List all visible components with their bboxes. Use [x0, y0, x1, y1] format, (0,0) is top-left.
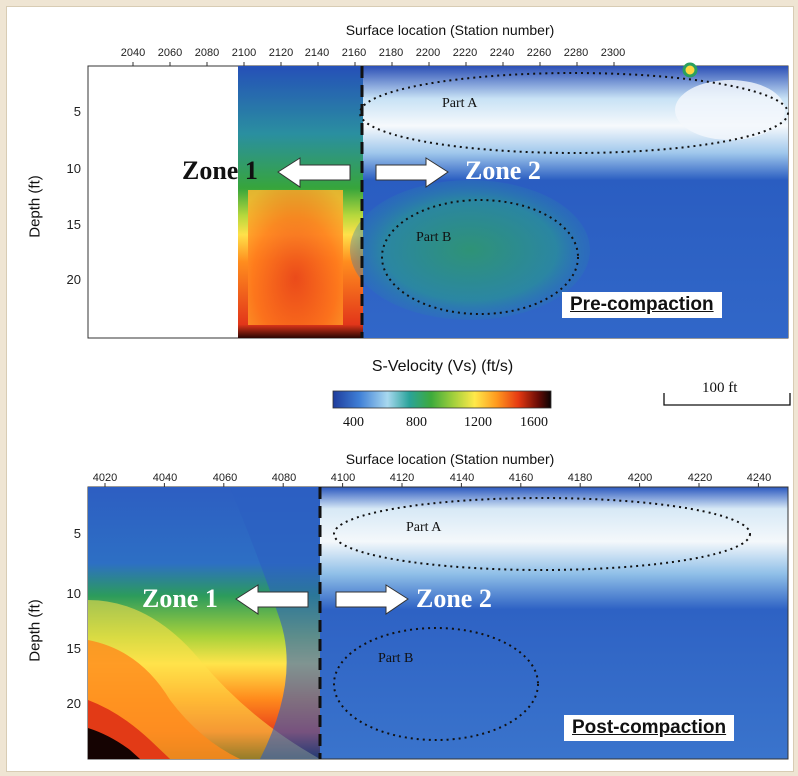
colorbar-tick: 800 [406, 415, 427, 430]
top-zone-2-label: Zone 2 [465, 156, 541, 185]
bottom-x-tick: 4120 [389, 472, 415, 484]
bottom-x-tick: 4080 [271, 472, 297, 484]
bottom-zone-2-label: Zone 2 [416, 584, 492, 613]
top-x-tick: 2080 [194, 47, 220, 59]
top-y-tick: 15 [66, 217, 81, 232]
bottom-x-tick: 4200 [627, 472, 653, 484]
bottom-y-tick: 20 [66, 696, 81, 711]
bottom-y-axis-title: Depth (ft) [26, 599, 44, 662]
bottom-x-axis-title: Surface location (Station number) [345, 451, 555, 467]
bottom-y-tick: 10 [66, 586, 81, 601]
colorbar-title: S-Velocity (Vs) (ft/s) [371, 358, 514, 375]
colorbar-tick: 1600 [520, 415, 548, 430]
top-zone-1-label: Zone 1 [182, 156, 258, 185]
top-y-tick: 5 [73, 104, 81, 119]
top-x-tick: 2100 [231, 47, 257, 59]
top-part-b-label: Part B [416, 230, 452, 245]
top-x-tick: 2260 [526, 47, 552, 59]
top-x-tick: 2180 [378, 47, 404, 59]
bottom-x-tick: 4240 [746, 472, 772, 484]
bottom-x-tick: 4100 [330, 472, 356, 484]
bottom-left-arrow-icon [235, 584, 309, 615]
top-x-tick: 2200 [415, 47, 441, 59]
bottom-x-tick: 4220 [687, 472, 713, 484]
top-right-arrow-icon [375, 157, 449, 188]
bottom-zone-1-label: Zone 1 [142, 584, 218, 613]
bottom-x-tick: 4020 [92, 472, 118, 484]
top-x-tick: 2040 [120, 47, 146, 59]
top-x-tick: 2160 [341, 47, 367, 59]
top-x-tick: 2140 [304, 47, 330, 59]
bottom-x-tick: 4180 [567, 472, 593, 484]
top-x-tick: 2240 [489, 47, 515, 59]
bottom-panel-tag: Post-compaction [564, 715, 735, 741]
colorbar-tick: 1200 [464, 415, 492, 430]
bottom-right-arrow-icon [335, 584, 409, 615]
top-part-a-label: Part A [442, 96, 478, 111]
top-y-tick: 10 [66, 161, 81, 176]
top-left-arrow-icon [277, 157, 351, 188]
bottom-x-tick: 4060 [212, 472, 238, 484]
bottom-part-a-label: Part A [406, 520, 442, 535]
bottom-y-tick: 5 [73, 526, 81, 541]
bottom-x-tick: 4160 [508, 472, 534, 484]
bottom-x-tick: 4140 [449, 472, 475, 484]
top-x-tick: 2120 [268, 47, 294, 59]
bottom-x-tick: 4040 [152, 472, 178, 484]
top-panel-tag: Pre-compaction [562, 292, 722, 318]
top-x-tick: 2300 [600, 47, 626, 59]
colorbar-tick: 400 [343, 415, 364, 430]
top-x-tick: 2060 [157, 47, 183, 59]
bottom-y-tick: 15 [66, 641, 81, 656]
top-x-axis-title: Surface location (Station number) [345, 22, 555, 38]
top-x-tick: 2280 [563, 47, 589, 59]
bottom-part-b-label: Part B [378, 651, 414, 666]
top-x-tick: 2220 [452, 47, 478, 59]
scale-bar-label: 100 ft [702, 380, 738, 396]
top-y-tick: 20 [66, 272, 81, 287]
